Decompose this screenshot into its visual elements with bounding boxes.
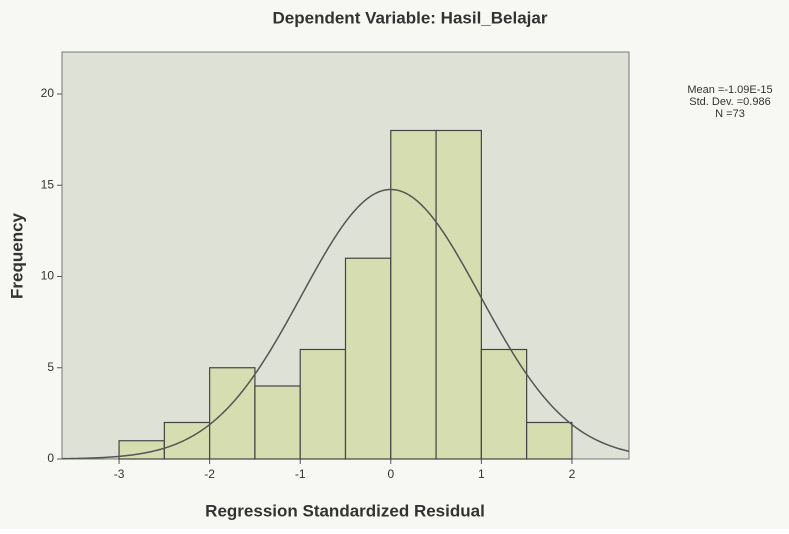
x-tick-label: 1 (478, 467, 485, 481)
bar (300, 349, 345, 459)
chart-title: Dependent Variable: Hasil_Belajar (273, 8, 548, 27)
stats-label: Std. Dev. =0.986 (689, 96, 770, 108)
stats-label: Mean =-1.09E-15 (687, 84, 772, 96)
y-tick-label: 5 (47, 360, 54, 374)
y-axis-label: Frequency (7, 212, 26, 299)
chart: Dependent Variable: Hasil_Belajar Regres… (0, 0, 789, 529)
y-tick-label: 20 (41, 86, 55, 100)
y-tick-label: 10 (41, 269, 55, 283)
bar (481, 349, 526, 459)
bar (210, 368, 255, 459)
y-tick-label: 0 (47, 451, 54, 465)
x-tick-label: -2 (204, 467, 215, 481)
bar (391, 130, 436, 459)
x-axis-label: Regression Standardized Residual (205, 501, 485, 520)
x-tick-label: -3 (114, 467, 125, 481)
bar (527, 422, 572, 459)
y-tick-label: 15 (41, 177, 55, 191)
x-tick-label: 0 (387, 467, 394, 481)
stats-label: N =73 (715, 108, 745, 120)
bar (164, 422, 209, 459)
bar (346, 258, 391, 459)
x-tick-label: 2 (569, 467, 576, 481)
x-tick-label: -1 (295, 467, 306, 481)
page: Dependent Variable: Hasil_Belajar Regres… (0, 0, 789, 529)
bar (436, 130, 481, 459)
bar (255, 386, 300, 459)
